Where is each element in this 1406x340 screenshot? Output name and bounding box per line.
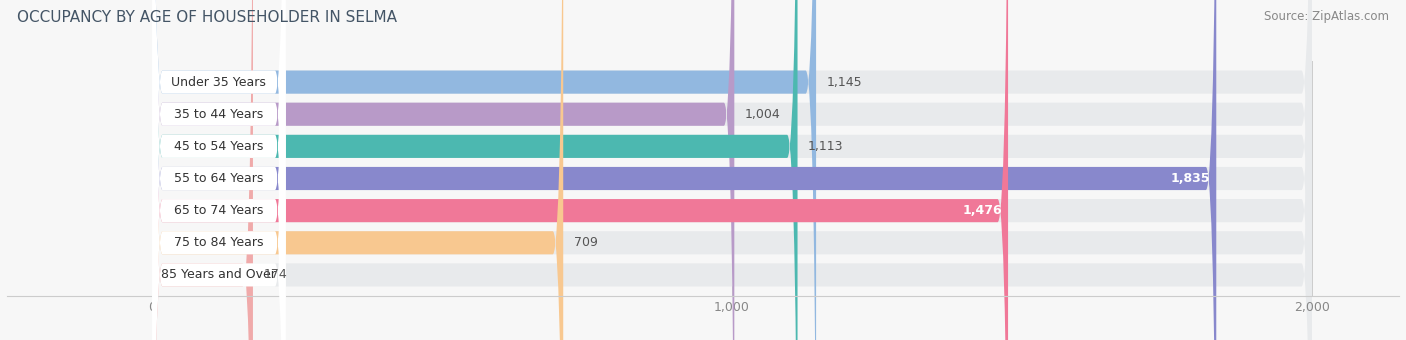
FancyBboxPatch shape [152,0,1312,340]
FancyBboxPatch shape [152,0,815,340]
Text: 709: 709 [574,236,598,249]
FancyBboxPatch shape [152,0,1312,340]
FancyBboxPatch shape [152,0,797,340]
Text: 174: 174 [263,268,287,282]
FancyBboxPatch shape [152,0,1312,340]
FancyBboxPatch shape [152,0,285,340]
FancyBboxPatch shape [152,0,1312,340]
FancyBboxPatch shape [152,0,1008,340]
FancyBboxPatch shape [152,0,285,340]
Text: 1,835: 1,835 [1171,172,1211,185]
Text: 1,476: 1,476 [963,204,1002,217]
FancyBboxPatch shape [152,0,1312,340]
Text: 55 to 64 Years: 55 to 64 Years [174,172,263,185]
FancyBboxPatch shape [152,0,734,340]
FancyBboxPatch shape [152,0,285,340]
FancyBboxPatch shape [152,0,285,340]
FancyBboxPatch shape [152,0,285,340]
Text: 65 to 74 Years: 65 to 74 Years [174,204,263,217]
Text: OCCUPANCY BY AGE OF HOUSEHOLDER IN SELMA: OCCUPANCY BY AGE OF HOUSEHOLDER IN SELMA [17,10,396,25]
Text: 75 to 84 Years: 75 to 84 Years [174,236,263,249]
Text: Source: ZipAtlas.com: Source: ZipAtlas.com [1264,10,1389,23]
FancyBboxPatch shape [152,0,564,340]
Text: 85 Years and Over: 85 Years and Over [162,268,276,282]
Text: Under 35 Years: Under 35 Years [172,75,266,89]
FancyBboxPatch shape [152,0,1216,340]
Text: 1,004: 1,004 [745,108,780,121]
FancyBboxPatch shape [152,0,285,340]
Text: 1,145: 1,145 [827,75,862,89]
FancyBboxPatch shape [152,0,1312,340]
FancyBboxPatch shape [152,0,253,340]
Text: 45 to 54 Years: 45 to 54 Years [174,140,263,153]
Text: 35 to 44 Years: 35 to 44 Years [174,108,263,121]
Text: 1,113: 1,113 [808,140,844,153]
FancyBboxPatch shape [152,0,1312,340]
FancyBboxPatch shape [152,0,285,340]
